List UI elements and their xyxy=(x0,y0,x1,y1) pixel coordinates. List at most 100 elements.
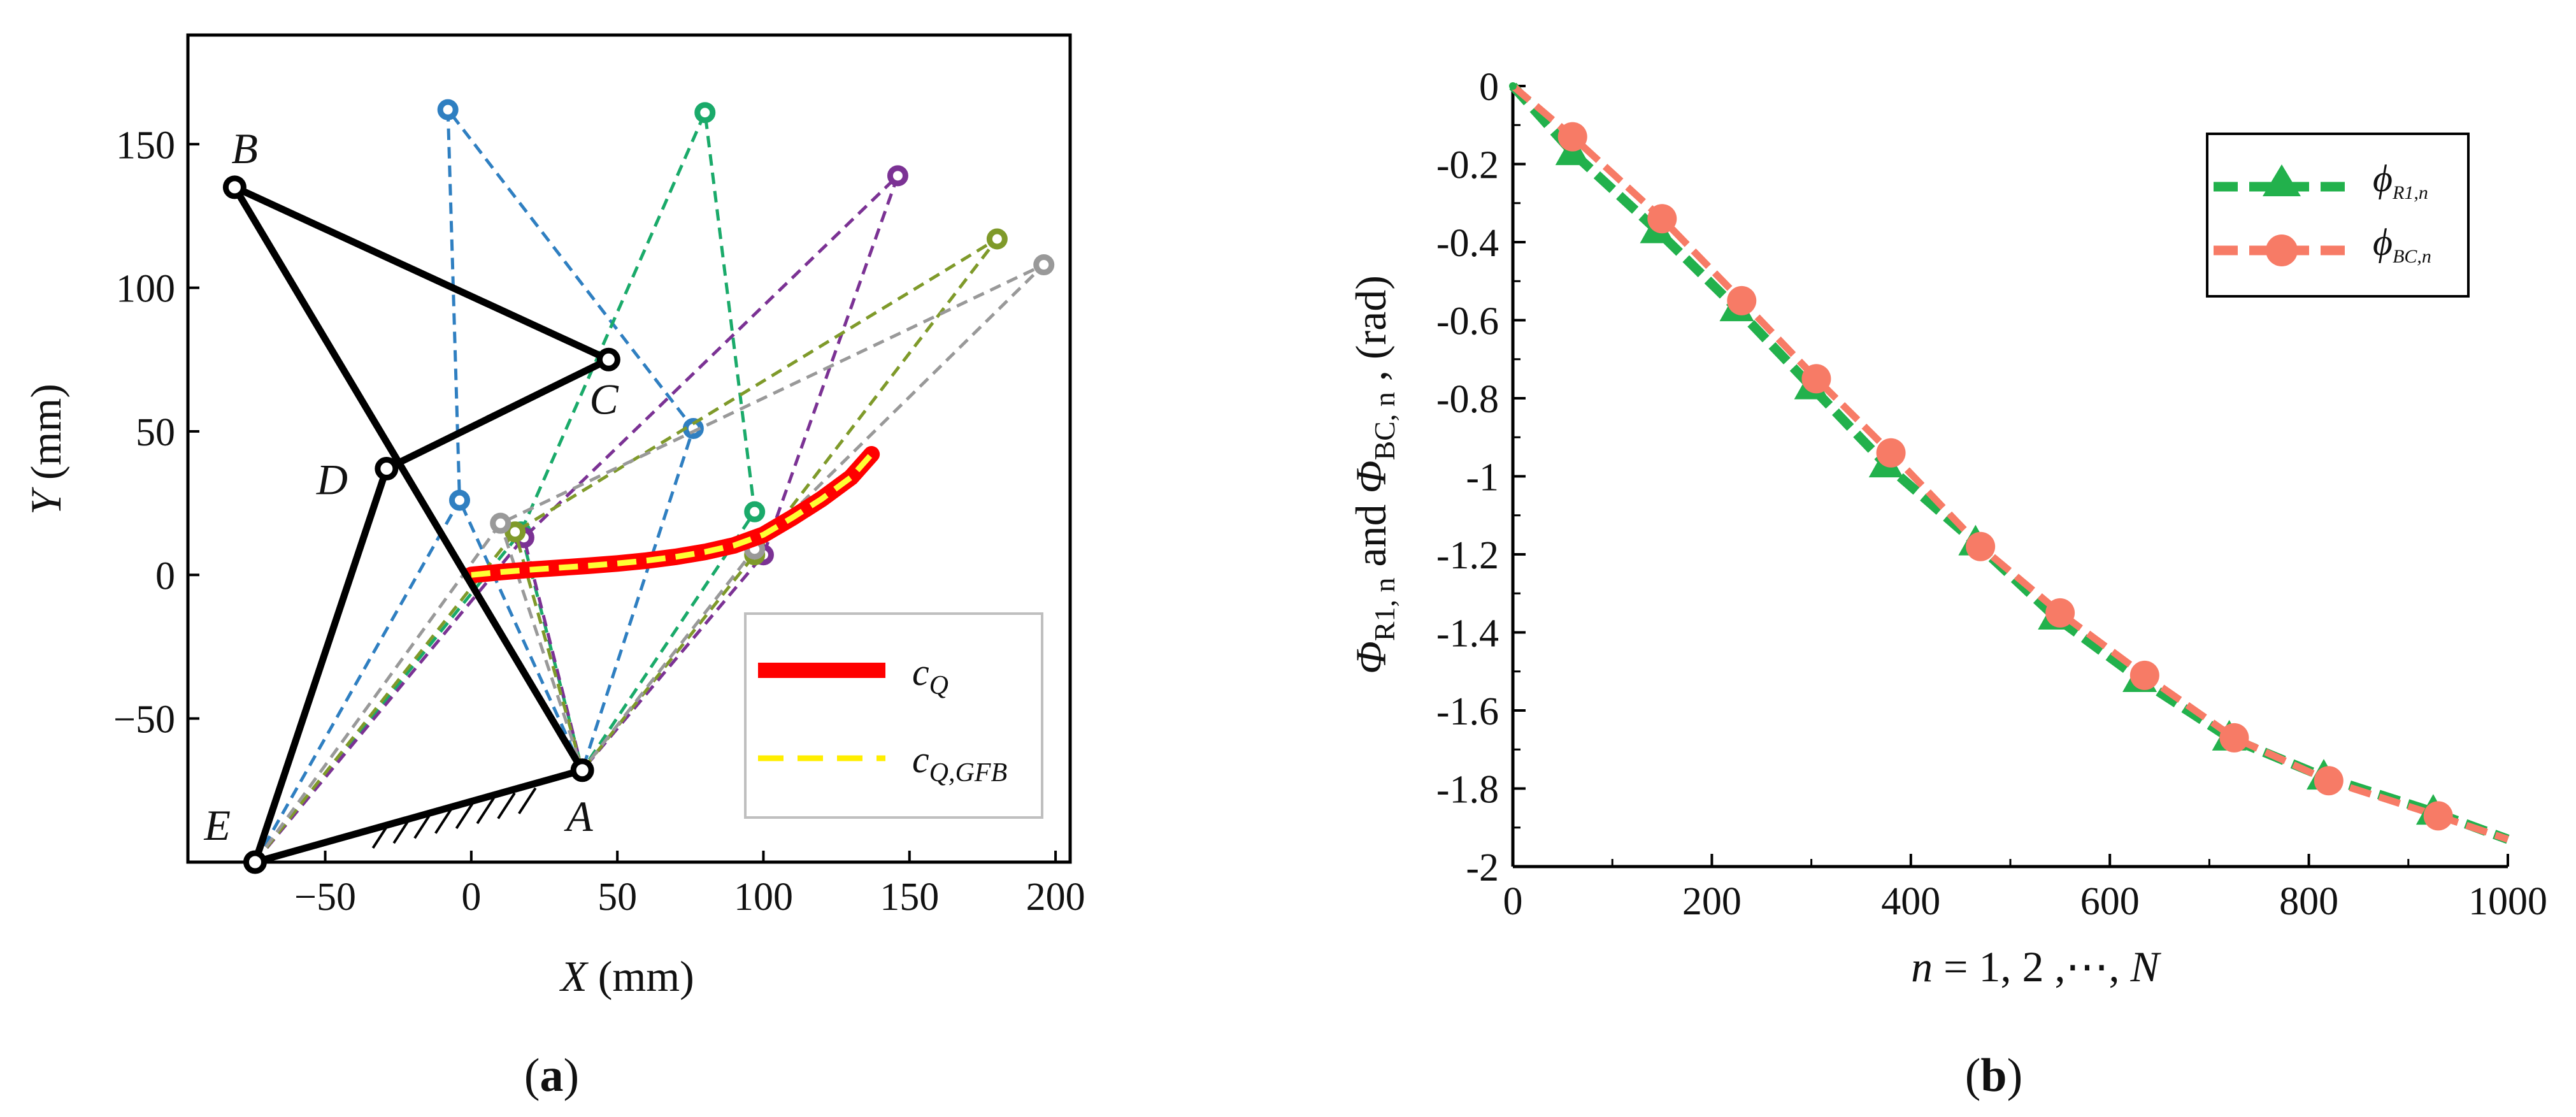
x-tick-label: 200 xyxy=(1682,880,1742,923)
panel-b-ticks: 0 200 400 600 800 1000 0 -0.2 -0.4 -0.6 -0.8 -1 -1.2… xyxy=(1436,66,2547,923)
joint-E xyxy=(243,850,267,874)
x-tick-label: 800 xyxy=(2279,880,2338,923)
ground-hatch-line xyxy=(476,797,495,825)
point-bc xyxy=(1727,285,1757,315)
ghost-joint xyxy=(887,165,908,187)
panel-b-xlabel: n = 1, 2 ,⋯, N xyxy=(1911,942,2161,991)
link-ED xyxy=(251,465,390,866)
y-tick-label: -0.8 xyxy=(1436,378,1499,421)
panel-b-ylabel: ΦR1, n and ΦBC, n , (rad) xyxy=(1347,275,1401,674)
ground-hatch-line xyxy=(434,807,454,834)
x-tick-label: 1000 xyxy=(2468,880,2547,923)
point-bc xyxy=(1876,438,1906,468)
y-tick-label: 100 xyxy=(116,268,175,311)
panel-a-ghost-positions xyxy=(254,99,1055,863)
y-tick-label: -0.2 xyxy=(1436,144,1499,187)
origin-point xyxy=(1509,82,1517,90)
y-tick-label: -0.4 xyxy=(1436,222,1499,265)
point-bc xyxy=(2219,723,2249,753)
ghost-linkage-4 xyxy=(254,237,999,863)
x-tick-label: 150 xyxy=(880,876,939,919)
panel-a-curves xyxy=(462,446,880,584)
y-tick-label: -1.2 xyxy=(1436,534,1499,577)
point-bc xyxy=(1966,531,1996,561)
y-tick-label: -0.6 xyxy=(1436,300,1499,343)
ghost-joint xyxy=(490,512,512,534)
x-tick-label: 400 xyxy=(1881,880,1940,923)
joint-labels: A B C D E xyxy=(203,124,619,849)
panel-a-ticks: −50 0 50 100 150 200 −50 0 50 100 150 xyxy=(113,124,1085,919)
link-CB xyxy=(231,184,612,363)
point-bc xyxy=(2314,766,2343,796)
y-tick-label: 50 xyxy=(136,411,175,454)
x-tick-label: 600 xyxy=(2080,880,2140,923)
panel-b-legend-box xyxy=(2206,133,2470,298)
panel-a-xlabel: X (mm) xyxy=(559,952,694,1000)
legend-r1-marker xyxy=(2263,164,2301,196)
joint-C xyxy=(596,347,620,371)
joint-B xyxy=(222,175,247,199)
y-tick-label: -1.6 xyxy=(1436,690,1499,733)
ghost-joint xyxy=(744,501,766,522)
x-tick-label: 50 xyxy=(597,876,637,919)
ghost-joint xyxy=(694,102,716,124)
x-tick-label: 0 xyxy=(1503,880,1523,923)
ghost-linkage-5 xyxy=(254,263,1045,863)
x-tick-label: 200 xyxy=(1026,876,1085,919)
joint-label-B: B xyxy=(231,124,258,173)
joint-D xyxy=(375,457,399,481)
legend-cqgfb-label: cQ,GFB xyxy=(912,739,1007,788)
joint-A xyxy=(570,758,594,782)
point-bc xyxy=(2423,801,2453,831)
series-cq-gfb xyxy=(471,452,874,578)
legend-cq-label: cQ xyxy=(912,651,948,700)
ghost-linkage-1 xyxy=(254,104,696,863)
ground-hatch-line xyxy=(497,792,516,819)
link-BA xyxy=(231,184,586,774)
x-tick-label: 0 xyxy=(461,876,481,919)
y-tick-label: −50 xyxy=(113,698,175,742)
panel-a-frame xyxy=(186,33,1072,864)
joint-label-E: E xyxy=(203,801,231,849)
panel-b-chart: 0 200 400 600 800 1000 0 -0.2 -0.4 -0.6 -0.8 -1 -1.2… xyxy=(1347,66,2547,1102)
joint-label-A: A xyxy=(564,792,593,840)
mechanism-joints xyxy=(222,175,620,874)
point-bc xyxy=(1801,364,1831,394)
y-tick-label: -2 xyxy=(1466,846,1499,890)
point-bc xyxy=(2045,598,2075,628)
y-tick-label: -1.8 xyxy=(1436,768,1499,812)
link-AE xyxy=(251,767,586,866)
x-tick-label: 100 xyxy=(734,876,793,919)
legend-bc-marker xyxy=(2266,234,2298,266)
panel-a-legend: cQ cQ,GFB xyxy=(744,612,1043,819)
ghost-joint xyxy=(449,489,471,511)
y-tick-label: 0 xyxy=(155,554,175,598)
x-tick-label: −50 xyxy=(294,876,356,919)
y-tick-label: 0 xyxy=(1479,66,1499,109)
legend-box xyxy=(744,612,1043,819)
panel-b-label: (b) xyxy=(1965,1049,2022,1102)
panel-a-label: (a) xyxy=(524,1049,579,1102)
y-tick-label: -1.4 xyxy=(1436,612,1499,656)
y-tick-label: -1 xyxy=(1466,456,1499,500)
joint-label-C: C xyxy=(589,375,619,423)
point-bc xyxy=(1557,122,1587,152)
series-cq xyxy=(462,446,880,584)
point-bc xyxy=(1647,204,1677,234)
link-DC xyxy=(383,356,612,473)
ghost-joint xyxy=(1033,254,1055,276)
panel-a-chart: −50 0 50 100 150 200 −50 0 50 100 150 A B C D E X (mm)… xyxy=(22,33,1085,1102)
mechanism-links xyxy=(231,184,612,866)
joint-label-D: D xyxy=(316,456,348,504)
ghost-joint xyxy=(437,99,459,120)
y-tick-label: 150 xyxy=(116,124,175,167)
ground-hatch-line xyxy=(518,787,537,814)
panel-b-series xyxy=(1509,82,2510,844)
ground-hatch-line xyxy=(455,802,475,830)
point-bc xyxy=(2129,660,2159,690)
ghost-joint xyxy=(986,228,1008,250)
ground-hatch xyxy=(371,787,537,849)
ghost-joint xyxy=(504,521,526,543)
panel-a-ylabel: Y (mm) xyxy=(22,384,70,515)
